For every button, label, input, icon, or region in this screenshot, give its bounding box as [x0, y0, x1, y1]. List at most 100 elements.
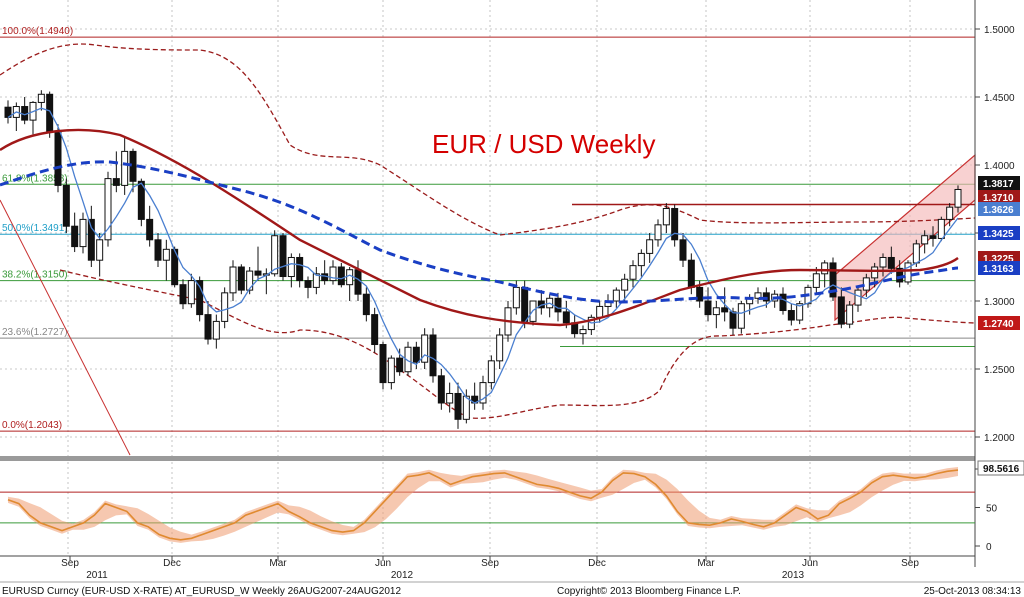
- candle: [212, 314, 220, 349]
- price-tag-label: 1.3710: [983, 193, 1014, 204]
- price-tag-label: 1.3817: [983, 179, 1014, 190]
- candle: [371, 307, 379, 353]
- candle: [779, 287, 787, 315]
- candle: [812, 267, 820, 295]
- bullish-candle-body: [121, 150, 129, 186]
- bullish-candle-body: [162, 248, 170, 261]
- price-tag-label: 1.3225: [983, 254, 1014, 265]
- bullish-candle-body: [312, 273, 320, 288]
- bullish-candle-body: [621, 278, 629, 291]
- month-label: Jun: [802, 558, 818, 569]
- bullish-candle-body: [271, 235, 279, 275]
- bearish-candle-body: [554, 297, 562, 313]
- price-tick-label: 1.2500: [984, 365, 1015, 376]
- bearish-candle-body: [837, 296, 845, 325]
- bullish-candle-body: [754, 292, 762, 299]
- candle: [54, 124, 62, 193]
- candle: [621, 273, 629, 301]
- footer-copyright: Copyright© 2013 Bloomberg Finance L.P.: [557, 586, 741, 597]
- month-label: Sep: [901, 558, 919, 569]
- bearish-candle-body: [562, 311, 570, 324]
- rsi-grid: [0, 462, 975, 556]
- panel-divider: [0, 456, 975, 461]
- bearish-candle-body: [521, 286, 529, 322]
- price-tick-label: 1.4500: [984, 93, 1015, 104]
- candle: [279, 233, 287, 281]
- bearish-candle-body: [46, 93, 54, 132]
- bullish-candle-body: [479, 382, 487, 404]
- price-tag: 1.3817: [978, 176, 1020, 190]
- bullish-candle-body: [921, 235, 929, 245]
- candle: [462, 389, 470, 424]
- bearish-candle-body: [729, 311, 737, 329]
- bullish-candle-body: [904, 262, 912, 283]
- bearish-candle-body: [354, 269, 362, 295]
- bullish-candle-body: [104, 178, 112, 241]
- price-tag-label: 1.3425: [983, 229, 1014, 240]
- bullish-candle-body: [446, 392, 454, 404]
- price-tag-box: [978, 190, 1020, 204]
- month-label: Dec: [163, 558, 181, 569]
- fibonacci-levels: 100.0%(1.4940) 61.8%(1.3858) 50.0%(1.3491)…: [0, 26, 975, 432]
- price-tag-label: 1.2740: [983, 319, 1014, 330]
- candle: [679, 233, 687, 267]
- bullish-candle-body: [229, 266, 237, 294]
- bullish-candle-body: [946, 206, 954, 220]
- candle: [362, 287, 370, 322]
- candle: [712, 301, 720, 329]
- moving-average-mid: [0, 128, 959, 327]
- fib-level-label: 61.8%(1.3858): [2, 173, 68, 184]
- footer-source: EURUSD Curncy (EUR-USD X-RATE) AT_EURUSD…: [2, 586, 401, 597]
- bullish-candle-body: [871, 266, 879, 279]
- candle: [954, 185, 962, 213]
- candle: [854, 287, 862, 312]
- bearish-candle-body: [829, 262, 837, 298]
- bollinger-lower: [59, 269, 976, 419]
- bearish-candle-body: [454, 392, 462, 420]
- candle: [171, 246, 179, 288]
- rsi-tick-label: 0: [986, 542, 992, 553]
- candle: [304, 276, 312, 299]
- bearish-candle-body: [304, 280, 312, 288]
- rsi-panel: 100500 98.5616: [0, 460, 1024, 556]
- candle: [129, 148, 137, 193]
- candle: [629, 260, 637, 288]
- bullish-candle-body: [96, 239, 104, 261]
- candle: [837, 287, 845, 329]
- candle: [162, 239, 170, 281]
- bearish-candle-body: [687, 259, 695, 288]
- candle: [179, 279, 187, 310]
- price-tick-label: 1.2000: [984, 433, 1015, 444]
- candle: [96, 233, 104, 277]
- price-tag-box: [978, 261, 1020, 275]
- candle: [921, 230, 929, 254]
- candle: [796, 301, 804, 325]
- bearish-candle-body: [929, 235, 937, 239]
- year-label: 2011: [86, 570, 108, 581]
- candle: [487, 355, 495, 390]
- bearish-candle-body: [254, 270, 262, 276]
- candle: [229, 260, 237, 301]
- candle: [121, 137, 129, 195]
- bearish-candle-body: [779, 293, 787, 312]
- moving-average-short: [7, 107, 959, 404]
- bullish-candle-body: [612, 289, 620, 302]
- candle: [196, 276, 204, 322]
- bullish-candle-body: [421, 334, 429, 363]
- bullish-candle-body: [346, 269, 354, 286]
- candle: [246, 267, 254, 295]
- bullish-candle-body: [954, 188, 962, 208]
- candle: [421, 328, 429, 369]
- price-tag: 1.3425: [978, 226, 1020, 240]
- month-label: Jun: [375, 558, 391, 569]
- bullish-candle-body: [596, 305, 604, 318]
- candle: [821, 260, 829, 288]
- bearish-candle-body: [679, 239, 687, 261]
- candle: [187, 273, 195, 308]
- bullish-candle-body: [629, 265, 637, 280]
- candle: [112, 151, 120, 193]
- candle: [404, 341, 412, 376]
- candle: [154, 233, 162, 267]
- trendline-diagonal: [0, 199, 131, 456]
- bearish-candle-body: [362, 293, 370, 316]
